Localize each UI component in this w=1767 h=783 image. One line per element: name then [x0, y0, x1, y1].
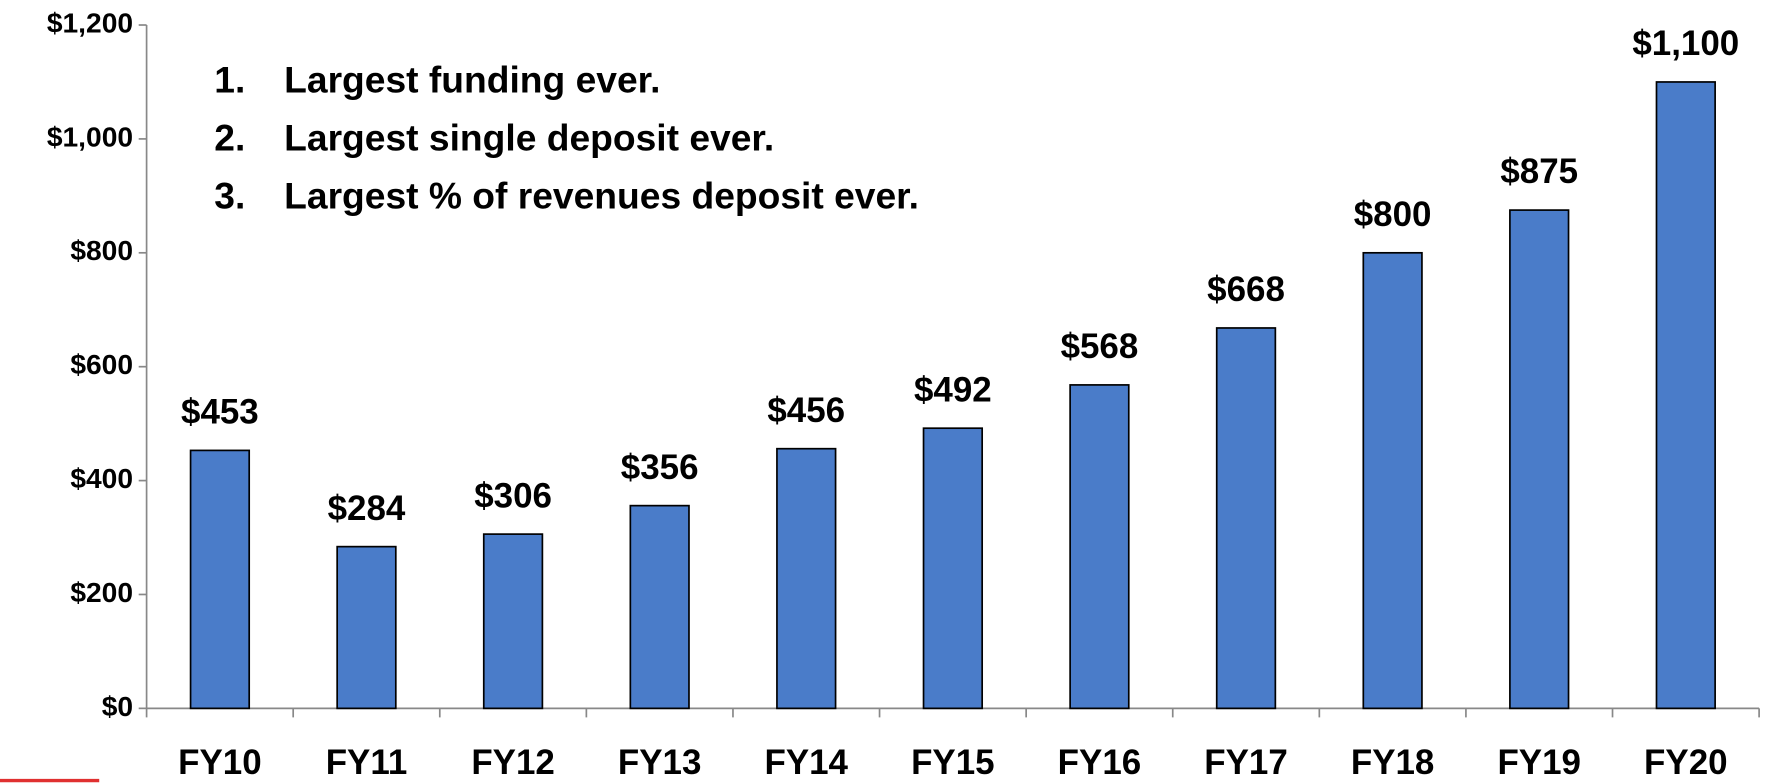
bar	[336, 545, 397, 710]
y-tick-label: $800	[70, 234, 133, 266]
bar	[629, 504, 690, 710]
annotation-number: 2.	[214, 116, 245, 158]
x-tick-label: FY12	[471, 743, 555, 782]
y-tick-label: $1,200	[47, 6, 133, 38]
x-tick-label: FY15	[911, 743, 995, 782]
annotation-number: 1.	[214, 58, 245, 100]
value-label: $492	[914, 370, 992, 409]
value-label: $284	[328, 489, 406, 528]
x-tick-label: FY16	[1058, 743, 1142, 782]
value-label: $1,100	[1632, 24, 1739, 63]
value-label: $453	[181, 393, 259, 432]
bar	[1509, 209, 1570, 710]
annotation-text: Largest single deposit ever.	[284, 116, 774, 158]
annotation-number: 3.	[214, 175, 245, 217]
y-tick-label: $600	[70, 348, 133, 380]
value-label: $668	[1207, 270, 1285, 309]
value-label: $875	[1500, 152, 1578, 191]
bar	[482, 533, 544, 710]
value-label: $568	[1061, 327, 1139, 366]
x-tick-label: FY13	[618, 743, 702, 782]
y-tick-label: $200	[70, 576, 133, 608]
x-tick-label: FY20	[1644, 743, 1728, 782]
value-label: $456	[767, 391, 845, 430]
annotation-text: Largest funding ever.	[284, 58, 660, 100]
x-tick-label: FY17	[1204, 743, 1288, 782]
bar	[1362, 251, 1423, 710]
value-label: $356	[621, 448, 699, 487]
value-label: $306	[474, 476, 552, 515]
bar	[1215, 327, 1277, 710]
bar	[189, 449, 251, 710]
y-tick-label: $400	[70, 462, 133, 494]
x-tick-label: FY11	[326, 743, 408, 782]
y-tick-label: $1,000	[47, 120, 133, 152]
x-tick-label: FY19	[1497, 743, 1581, 782]
value-label: $800	[1354, 195, 1432, 234]
bar	[1069, 384, 1130, 710]
x-tick-label: FY10	[178, 743, 262, 782]
bar	[776, 447, 837, 710]
x-tick-label: FY14	[764, 743, 848, 782]
annotation-text: Largest % of revenues deposit ever.	[284, 175, 919, 217]
bar	[1655, 81, 1716, 710]
bar	[922, 427, 984, 710]
x-tick-label: FY18	[1351, 743, 1435, 782]
y-tick-label: $0	[102, 690, 133, 722]
